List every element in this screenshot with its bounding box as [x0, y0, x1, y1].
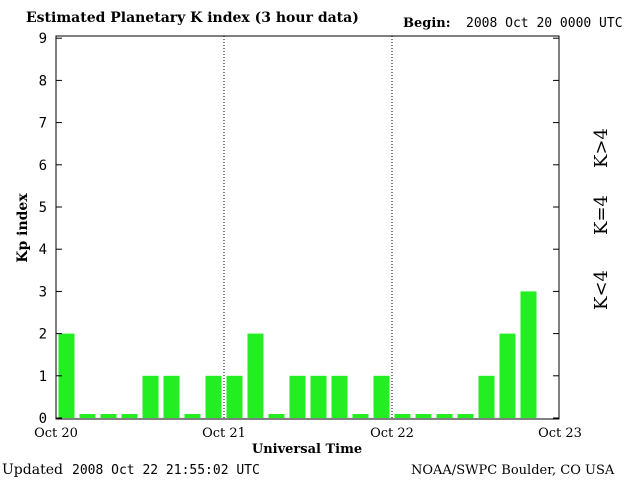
kp-bar [394, 414, 411, 418]
plot-frame [55, 35, 560, 420]
kp-bar [163, 375, 180, 418]
legend-k-less-4: K<4 [591, 270, 612, 310]
kp-bar [478, 375, 495, 418]
kp-bar [226, 375, 243, 418]
kp-bar [121, 414, 138, 418]
kp-bar [247, 333, 264, 418]
x-tick-label: Oct 21 [202, 426, 246, 441]
bars-layer [58, 291, 537, 418]
y-tick-label: 5 [39, 200, 47, 216]
legend-k-greater-4: K>4 [591, 128, 612, 168]
y-axis-label: Kp index [15, 193, 31, 263]
kp-bar [79, 414, 96, 418]
kp-bar [142, 375, 159, 418]
kp-bar [184, 414, 201, 418]
kp-bar [58, 333, 75, 418]
y-tick-label: 8 [39, 73, 47, 89]
y-axis-ticks: 0 1 2 3 4 5 6 7 8 9 [39, 31, 559, 427]
kp-bar [331, 375, 348, 418]
kp-bar [205, 375, 222, 418]
chart-title: Estimated Planetary K index (3 hour data… [26, 10, 359, 26]
kp-bar [268, 414, 285, 418]
kp-bar [352, 414, 369, 418]
kp-bar [499, 333, 516, 418]
kp-bar [100, 414, 117, 418]
updated-label: Updated [2, 462, 63, 478]
kp-bar [436, 414, 453, 418]
legend-k-equal-4: K=4 [591, 195, 612, 235]
kp-bar [415, 414, 432, 418]
source-credit: NOAA/SWPC Boulder, CO USA [411, 463, 615, 478]
y-tick-label: 2 [39, 327, 47, 343]
x-tick-label: Oct 23 [538, 426, 582, 441]
x-tick-label: Oct 20 [34, 426, 78, 441]
begin-value: 2008 Oct 20 0000 UTC [466, 16, 623, 31]
y-tick-label: 7 [39, 116, 47, 132]
y-tick-label: 9 [39, 31, 47, 47]
y-tick-label: 0 [39, 411, 47, 427]
x-axis-label: Universal Time [252, 442, 362, 457]
kp-bar [520, 291, 537, 418]
updated-value: 2008 Oct 22 21:55:02 UTC [72, 463, 260, 478]
y-tick-label: 1 [39, 369, 47, 385]
begin-label: Begin: [403, 16, 451, 31]
y-tick-label: 4 [39, 242, 47, 258]
kp-bar [310, 375, 327, 418]
kp-bar [289, 375, 306, 418]
kp-bar [373, 375, 390, 418]
x-axis-ticks: Oct 20 Oct 21 Oct 22 Oct 23 [34, 426, 582, 441]
x-tick-label: Oct 22 [370, 426, 414, 441]
y-tick-label: 3 [39, 284, 47, 300]
y-tick-label: 6 [39, 158, 47, 174]
kp-bar [457, 414, 474, 418]
